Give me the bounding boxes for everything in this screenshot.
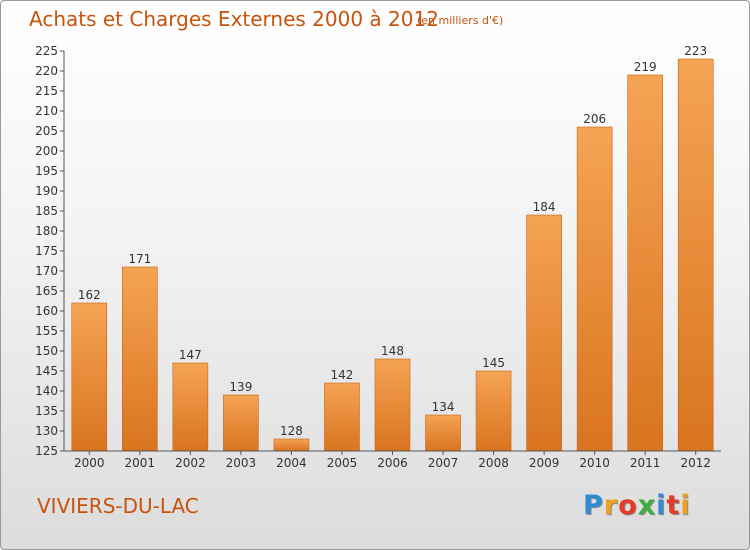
bar-value-label: 145 [482,356,505,370]
x-tick-label: 2001 [125,456,156,470]
y-tick-label: 165 [35,284,58,298]
y-tick-label: 220 [35,64,58,78]
x-tick-label: 2004 [276,456,307,470]
bar-value-label: 134 [432,400,455,414]
proxiti-logo: Proxiti [583,490,691,521]
y-tick-label: 160 [35,304,58,318]
y-tick-label: 195 [35,164,58,178]
x-axis: 2000 2001 2002 2003 2004 2005 2006 2007 2008 2009… [64,450,721,470]
y-tick-label: 130 [35,424,58,438]
logo-letter: i [656,490,667,521]
bars: 162 171 147 139 128 142 148 134 145 184 206 219 223 [71,44,714,452]
bar-2005 [324,382,360,452]
y-tick-label: 185 [35,204,58,218]
y-tick-label: 150 [35,344,58,358]
x-tick-label: 2002 [175,456,206,470]
bar-2006 [374,358,411,452]
bar-value-label: 139 [229,380,252,394]
logo-letter: r [603,490,619,521]
x-tick-label: 2007 [428,456,459,470]
logo-letter: P [583,490,604,521]
y-tick-label: 225 [35,44,58,58]
bar-2012 [677,58,714,452]
logo-letter: t [666,490,681,521]
y-tick-label: 175 [35,244,58,258]
bar-2003 [223,394,259,452]
bar-value-label: 206 [583,112,606,126]
y-tick-label: 215 [35,84,58,98]
logo-letter: x [637,490,657,521]
x-tick-label: 2010 [579,456,610,470]
x-tick-label: 2005 [327,456,358,470]
town-name: VIVIERS-DU-LAC [37,494,199,518]
y-tick-label: 210 [35,104,58,118]
bar-2004 [273,438,310,452]
bar-value-label: 128 [280,424,303,438]
x-tick-label: 2009 [529,456,560,470]
logo-letter: i [680,490,691,521]
x-tick-label: 2012 [680,456,711,470]
y-tick-label: 155 [35,324,58,338]
y-tick-label: 140 [35,384,58,398]
bar-2000 [71,302,108,452]
y-tick-label: 135 [35,404,58,418]
bar-value-label: 148 [381,344,404,358]
bar-2002 [172,362,209,452]
chart-title: Achats et Charges Externes 2000 à 2012 [29,7,439,31]
logo-letter: o [618,490,638,521]
bar-value-label: 171 [128,252,151,266]
y-axis: 125 130 135 140 145 150 155 160 165 170 175 180 185 1… [35,44,65,458]
bar-2008 [475,370,512,452]
bar-2001 [122,266,158,452]
y-tick-label: 190 [35,184,58,198]
y-tick-label: 170 [35,264,58,278]
x-tick-label: 2008 [478,456,509,470]
bar-value-label: 184 [533,200,556,214]
y-tick-label: 125 [35,444,58,458]
bar-2007 [425,414,461,452]
bar-2009 [526,214,562,452]
x-tick-label: 2003 [226,456,257,470]
bar-2010 [576,126,613,452]
x-tick-label: 2011 [630,456,661,470]
y-tick-label: 200 [35,144,58,158]
chart-subtitle: (en milliers d'€) [417,14,504,27]
bar-value-label: 142 [331,368,354,382]
y-tick-label: 180 [35,224,58,238]
x-tick-label: 2000 [74,456,105,470]
y-tick-label: 205 [35,124,58,138]
bar-value-label: 219 [634,60,657,74]
y-tick-label: 145 [35,364,58,378]
bar-value-label: 223 [684,44,707,58]
bar-2011 [627,74,663,452]
x-tick-label: 2006 [377,456,408,470]
bar-value-label: 162 [78,288,101,302]
bar-value-label: 147 [179,348,202,362]
